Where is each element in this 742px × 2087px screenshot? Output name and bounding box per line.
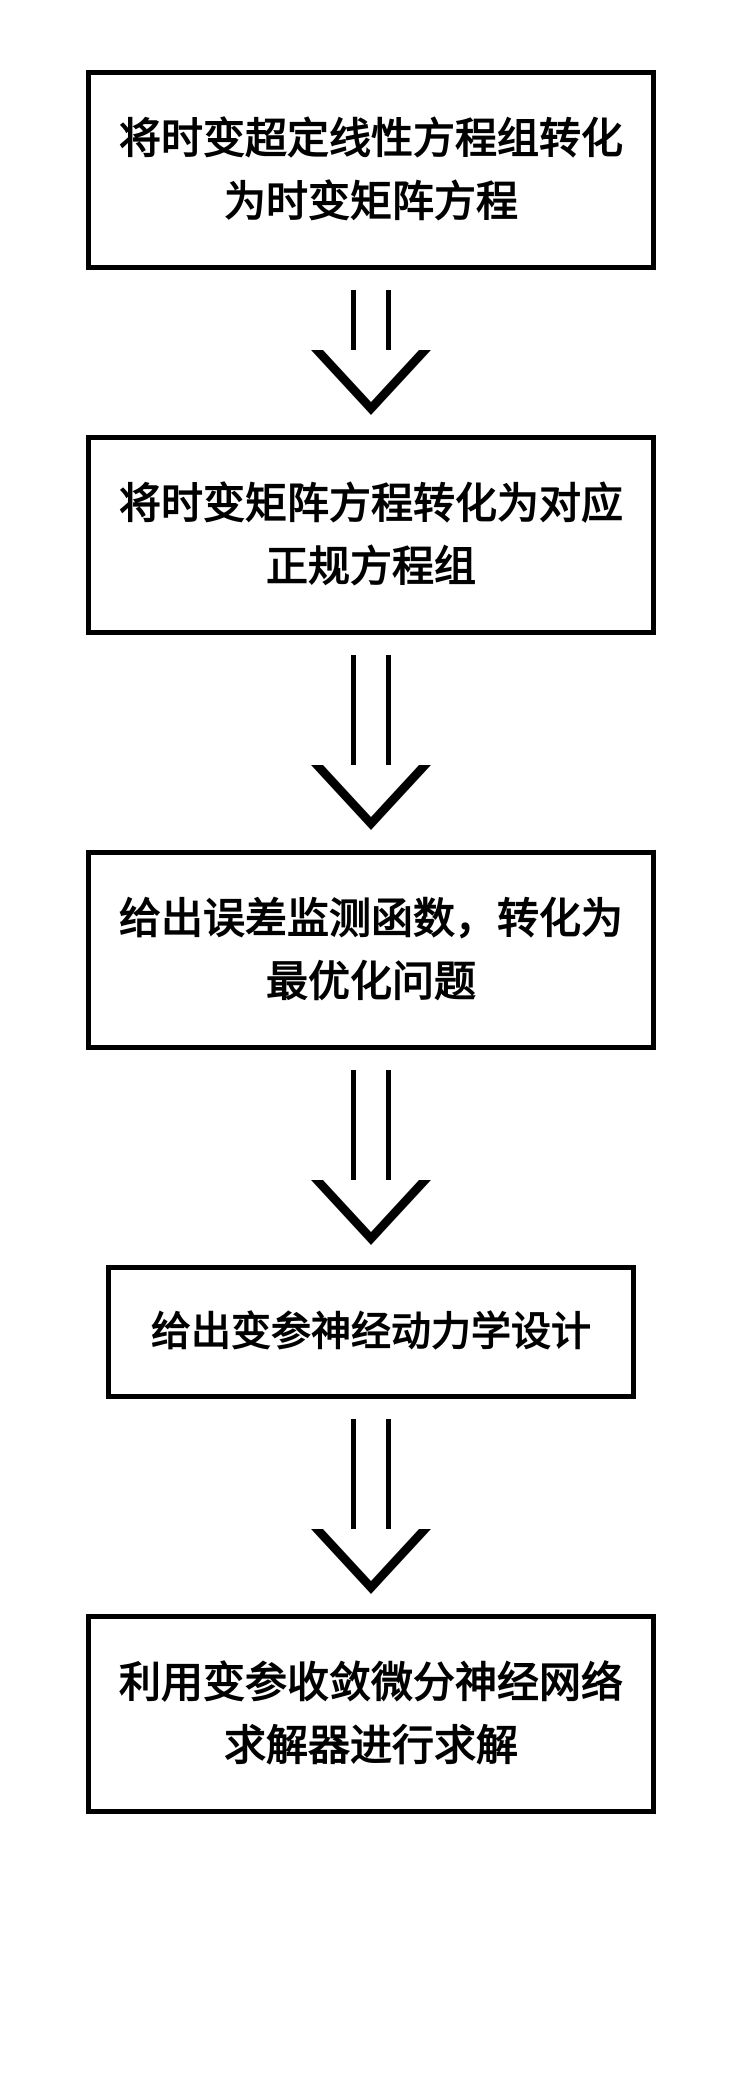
flow-arrow-1 [311,290,431,415]
arrow-shaft [351,1070,391,1180]
arrow-shaft [351,1419,391,1529]
flow-step-3: 给出误差监测函数，转化为最优化问题 [86,850,656,1050]
step-text: 给出误差监测函数，转化为最优化问题 [119,887,623,1013]
arrow-shaft [351,290,391,350]
flow-step-1: 将时变超定线性方程组转化为时变矩阵方程 [86,70,656,270]
flowchart-container: 将时变超定线性方程组转化为时变矩阵方程 将时变矩阵方程转化为对应正规方程组 给出… [81,70,661,1814]
step-text: 给出变参神经动力学设计 [151,1302,591,1362]
step-text: 将时变超定线性方程组转化为时变矩阵方程 [119,107,623,233]
arrow-shaft [351,655,391,765]
step-text: 将时变矩阵方程转化为对应正规方程组 [119,472,623,598]
flow-step-4: 给出变参神经动力学设计 [106,1265,636,1399]
step-text: 利用变参收敛微分神经网络求解器进行求解 [119,1651,623,1777]
arrow-head-icon [311,1180,431,1245]
arrow-head-icon [311,765,431,830]
flow-step-5: 利用变参收敛微分神经网络求解器进行求解 [86,1614,656,1814]
arrow-head-icon [311,350,431,415]
flow-arrow-2 [311,655,431,830]
flow-step-2: 将时变矩阵方程转化为对应正规方程组 [86,435,656,635]
flow-arrow-3 [311,1070,431,1245]
arrow-head-icon [311,1529,431,1594]
flow-arrow-4 [311,1419,431,1594]
